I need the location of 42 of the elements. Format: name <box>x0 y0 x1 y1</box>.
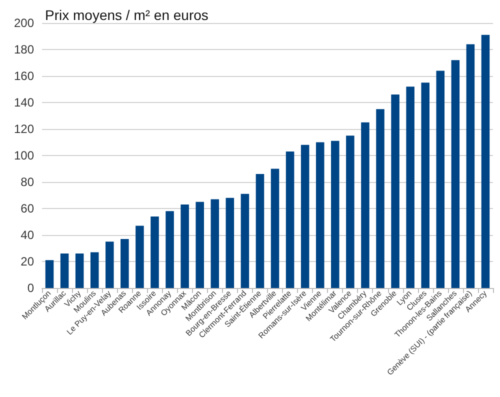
bar <box>481 34 490 288</box>
bar <box>166 211 174 288</box>
y-tick-label: 100 <box>14 148 34 162</box>
bar <box>436 70 445 288</box>
bar <box>150 216 159 288</box>
bar <box>210 199 220 288</box>
y-tick-label: 40 <box>20 228 34 242</box>
bar <box>226 198 234 288</box>
y-tick-label: 80 <box>20 175 34 189</box>
bar <box>286 152 294 288</box>
bar <box>406 86 414 288</box>
y-tick-label: 120 <box>14 122 34 136</box>
bar <box>136 226 144 288</box>
bar <box>451 60 460 288</box>
bar <box>376 109 384 288</box>
bar <box>60 254 69 288</box>
bar <box>300 144 310 288</box>
bar <box>106 242 114 288</box>
y-tick-label: 140 <box>14 96 34 110</box>
y-tick-label: 200 <box>14 16 34 30</box>
bar <box>346 136 354 288</box>
bar <box>256 174 264 288</box>
bar <box>421 82 430 288</box>
bar <box>196 202 204 288</box>
y-tick-label: 180 <box>14 42 34 56</box>
y-tick-label: 20 <box>20 254 34 268</box>
bar <box>180 204 189 288</box>
bar <box>270 168 280 288</box>
y-tick-label: 60 <box>20 202 34 216</box>
bar <box>90 252 99 288</box>
bar <box>75 254 84 288</box>
y-tick-label: 0 <box>27 281 34 295</box>
bar <box>361 122 370 288</box>
bar <box>331 140 340 288</box>
y-tick-label: 160 <box>14 69 34 83</box>
bar <box>466 44 475 288</box>
bar <box>391 94 400 288</box>
bar <box>120 238 129 288</box>
chart-title: Prix moyens / m² en euros <box>45 7 208 23</box>
bar <box>45 260 54 288</box>
bar <box>240 194 250 288</box>
bar <box>316 142 324 288</box>
